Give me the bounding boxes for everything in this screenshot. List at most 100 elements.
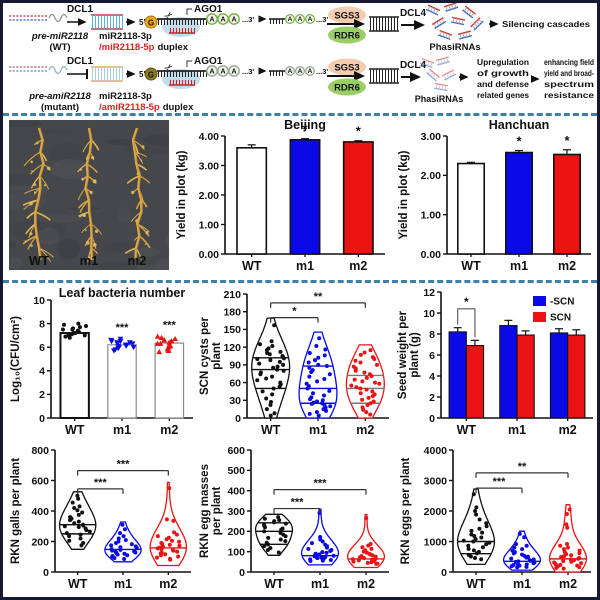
bar-m2 xyxy=(553,153,582,255)
svg-text:***: *** xyxy=(291,497,305,509)
svg-text:0: 0 xyxy=(43,567,49,579)
svg-text:0.00: 0.00 xyxy=(199,249,220,261)
svg-text:A: A xyxy=(220,17,225,24)
svg-text:m1: m1 xyxy=(113,423,131,437)
enhancement-text: enhancing field yield and broad-spectrum r… xyxy=(544,57,595,100)
svg-text:RKN eggs per plant: RKN eggs per plant xyxy=(400,457,412,564)
svg-text:*: * xyxy=(302,122,308,137)
svg-text:210: 210 xyxy=(223,289,241,301)
svg-text:0: 0 xyxy=(39,413,45,425)
svg-text:Log₁₀(CFU/cm²): Log₁₀(CFU/cm²) xyxy=(10,316,22,402)
svg-text:1.00: 1.00 xyxy=(199,219,220,231)
pre-mir2118-label: pre-miR2118 xyxy=(31,31,89,42)
mirna-guide-strand xyxy=(169,80,195,86)
significance-annotations: -SCN SCN * xyxy=(457,295,574,338)
significance-annotations: ***** xyxy=(475,461,569,494)
svg-text:***: *** xyxy=(314,478,328,490)
duplex-label-line1: miR2118-3p xyxy=(99,91,152,102)
amirna-duplex-icon xyxy=(91,66,123,82)
mirna-guide-strand xyxy=(169,28,195,34)
pathway-diagram: DCL1 5' G ✂ AGO1 A A A ...3' xyxy=(9,3,595,113)
root-phenotype-photo: WT m1 m2 xyxy=(9,120,169,270)
axes: 0 200 400 600 800 RKN galls per plant WT m1 m2 xyxy=(10,445,191,591)
dcl4-label: DCL4 xyxy=(400,60,427,71)
svg-text:Beijing: Beijing xyxy=(284,118,326,132)
svg-text:WT: WT xyxy=(457,423,477,437)
svg-text:SCN: SCN xyxy=(550,313,571,324)
ago1-protein-blob xyxy=(162,17,200,37)
svg-text:SGS3: SGS3 xyxy=(334,63,359,74)
scn-cysts-chart: 0 30 60 90 120 150 180 210 SCN cysts per plant WT m… xyxy=(199,289,389,437)
svg-text:***: *** xyxy=(94,477,108,489)
chart-content xyxy=(456,488,588,573)
chart-content xyxy=(59,321,185,419)
svg-text:4: 4 xyxy=(429,371,435,383)
section-divider-1 xyxy=(3,113,597,116)
svg-text:m2: m2 xyxy=(159,577,177,591)
significance-annotations: * * xyxy=(302,122,361,139)
rkn-egg-masses-chart: 0 100 200 300 400 500 600 RKN egg masses per pla… xyxy=(199,445,389,591)
mutant-pathway-row: DCL1 5' G ✂ AGO1 A A A . xyxy=(9,56,595,113)
svg-text:RDR6: RDR6 xyxy=(334,31,360,42)
svg-text:m2: m2 xyxy=(357,577,375,591)
duplex-label-line1: miR2118-3p xyxy=(99,31,152,42)
svg-text:SGS3: SGS3 xyxy=(334,11,359,22)
axes: 0.00 1.00 2.00 3.00 4.00 Yield in plot (kg) Be… xyxy=(176,118,385,273)
svg-text:4: 4 xyxy=(39,366,45,378)
dsrna-icon xyxy=(369,16,399,32)
bar-WT--SCN xyxy=(448,331,467,419)
svg-text:120: 120 xyxy=(223,342,241,354)
svg-text:WT: WT xyxy=(68,577,88,591)
svg-text:10: 10 xyxy=(33,295,45,307)
svg-text:10: 10 xyxy=(423,308,435,320)
svg-text:1000: 1000 xyxy=(424,536,448,548)
duplex-label-line2: /amiR2118-5p duplex xyxy=(99,102,194,113)
svg-text:WT: WT xyxy=(466,577,486,591)
five-prime-label: 5' xyxy=(139,70,145,79)
pre-amir2118-label: pre-amiR2118 xyxy=(28,91,91,102)
svg-text:0.00: 0.00 xyxy=(421,249,442,261)
svg-text:*: * xyxy=(464,295,469,309)
wt-state-label: (WT) xyxy=(49,42,70,53)
three-prime-label: ...3' xyxy=(242,67,254,76)
bar-m1 xyxy=(107,344,137,419)
svg-text:**: ** xyxy=(518,461,527,473)
wt-pathway-row: DCL1 5' G ✂ AGO1 A A A ...3' xyxy=(9,3,590,53)
svg-text:60: 60 xyxy=(229,377,241,389)
svg-text:400: 400 xyxy=(227,485,245,497)
svg-text:-SCN: -SCN xyxy=(550,297,574,308)
svg-text:WT: WT xyxy=(242,259,262,273)
svg-text:180: 180 xyxy=(223,307,241,319)
svg-text:WT: WT xyxy=(461,259,481,273)
svg-text:***: *** xyxy=(493,476,507,488)
polya-tail: A A A xyxy=(206,65,240,77)
svg-text:A: A xyxy=(288,16,293,23)
significance-annotations: *** *** xyxy=(116,320,177,334)
svg-text:m2: m2 xyxy=(160,423,178,437)
svg-text:m2: m2 xyxy=(558,259,576,273)
upregulation-text: Upregulation of growth and defense related … xyxy=(477,57,529,100)
phasirnas-label: PhasiRNAs xyxy=(415,94,464,104)
polya-tail-2: A A A xyxy=(285,14,316,25)
svg-text:3.00: 3.00 xyxy=(421,131,442,143)
three-prime-label: ...3' xyxy=(316,67,328,76)
chart-content xyxy=(448,319,586,419)
svg-text:WT: WT xyxy=(65,423,85,437)
svg-text:600: 600 xyxy=(31,475,49,487)
bar-m2 xyxy=(154,342,185,419)
bar-m2--SCN xyxy=(549,332,569,419)
chart-content xyxy=(251,317,385,419)
cleaved-fragment xyxy=(269,18,285,24)
bar-m1--SCN xyxy=(499,325,518,419)
svg-text:m1: m1 xyxy=(296,259,314,273)
svg-text:6: 6 xyxy=(429,350,435,362)
svg-text:**: ** xyxy=(314,291,323,303)
bar-WT xyxy=(456,162,485,255)
svg-text:Leaf bacteria number: Leaf bacteria number xyxy=(59,286,186,300)
chart-content xyxy=(58,481,188,567)
svg-text:0: 0 xyxy=(235,413,241,425)
svg-text:*: * xyxy=(292,306,297,318)
svg-text:150: 150 xyxy=(223,324,241,336)
seed-weight-chart: 0 2 4 6 8 10 12 Seed weight per plant (g) WT m1 m2 -… xyxy=(397,287,593,437)
rdr6-protein-oval xyxy=(328,78,366,96)
